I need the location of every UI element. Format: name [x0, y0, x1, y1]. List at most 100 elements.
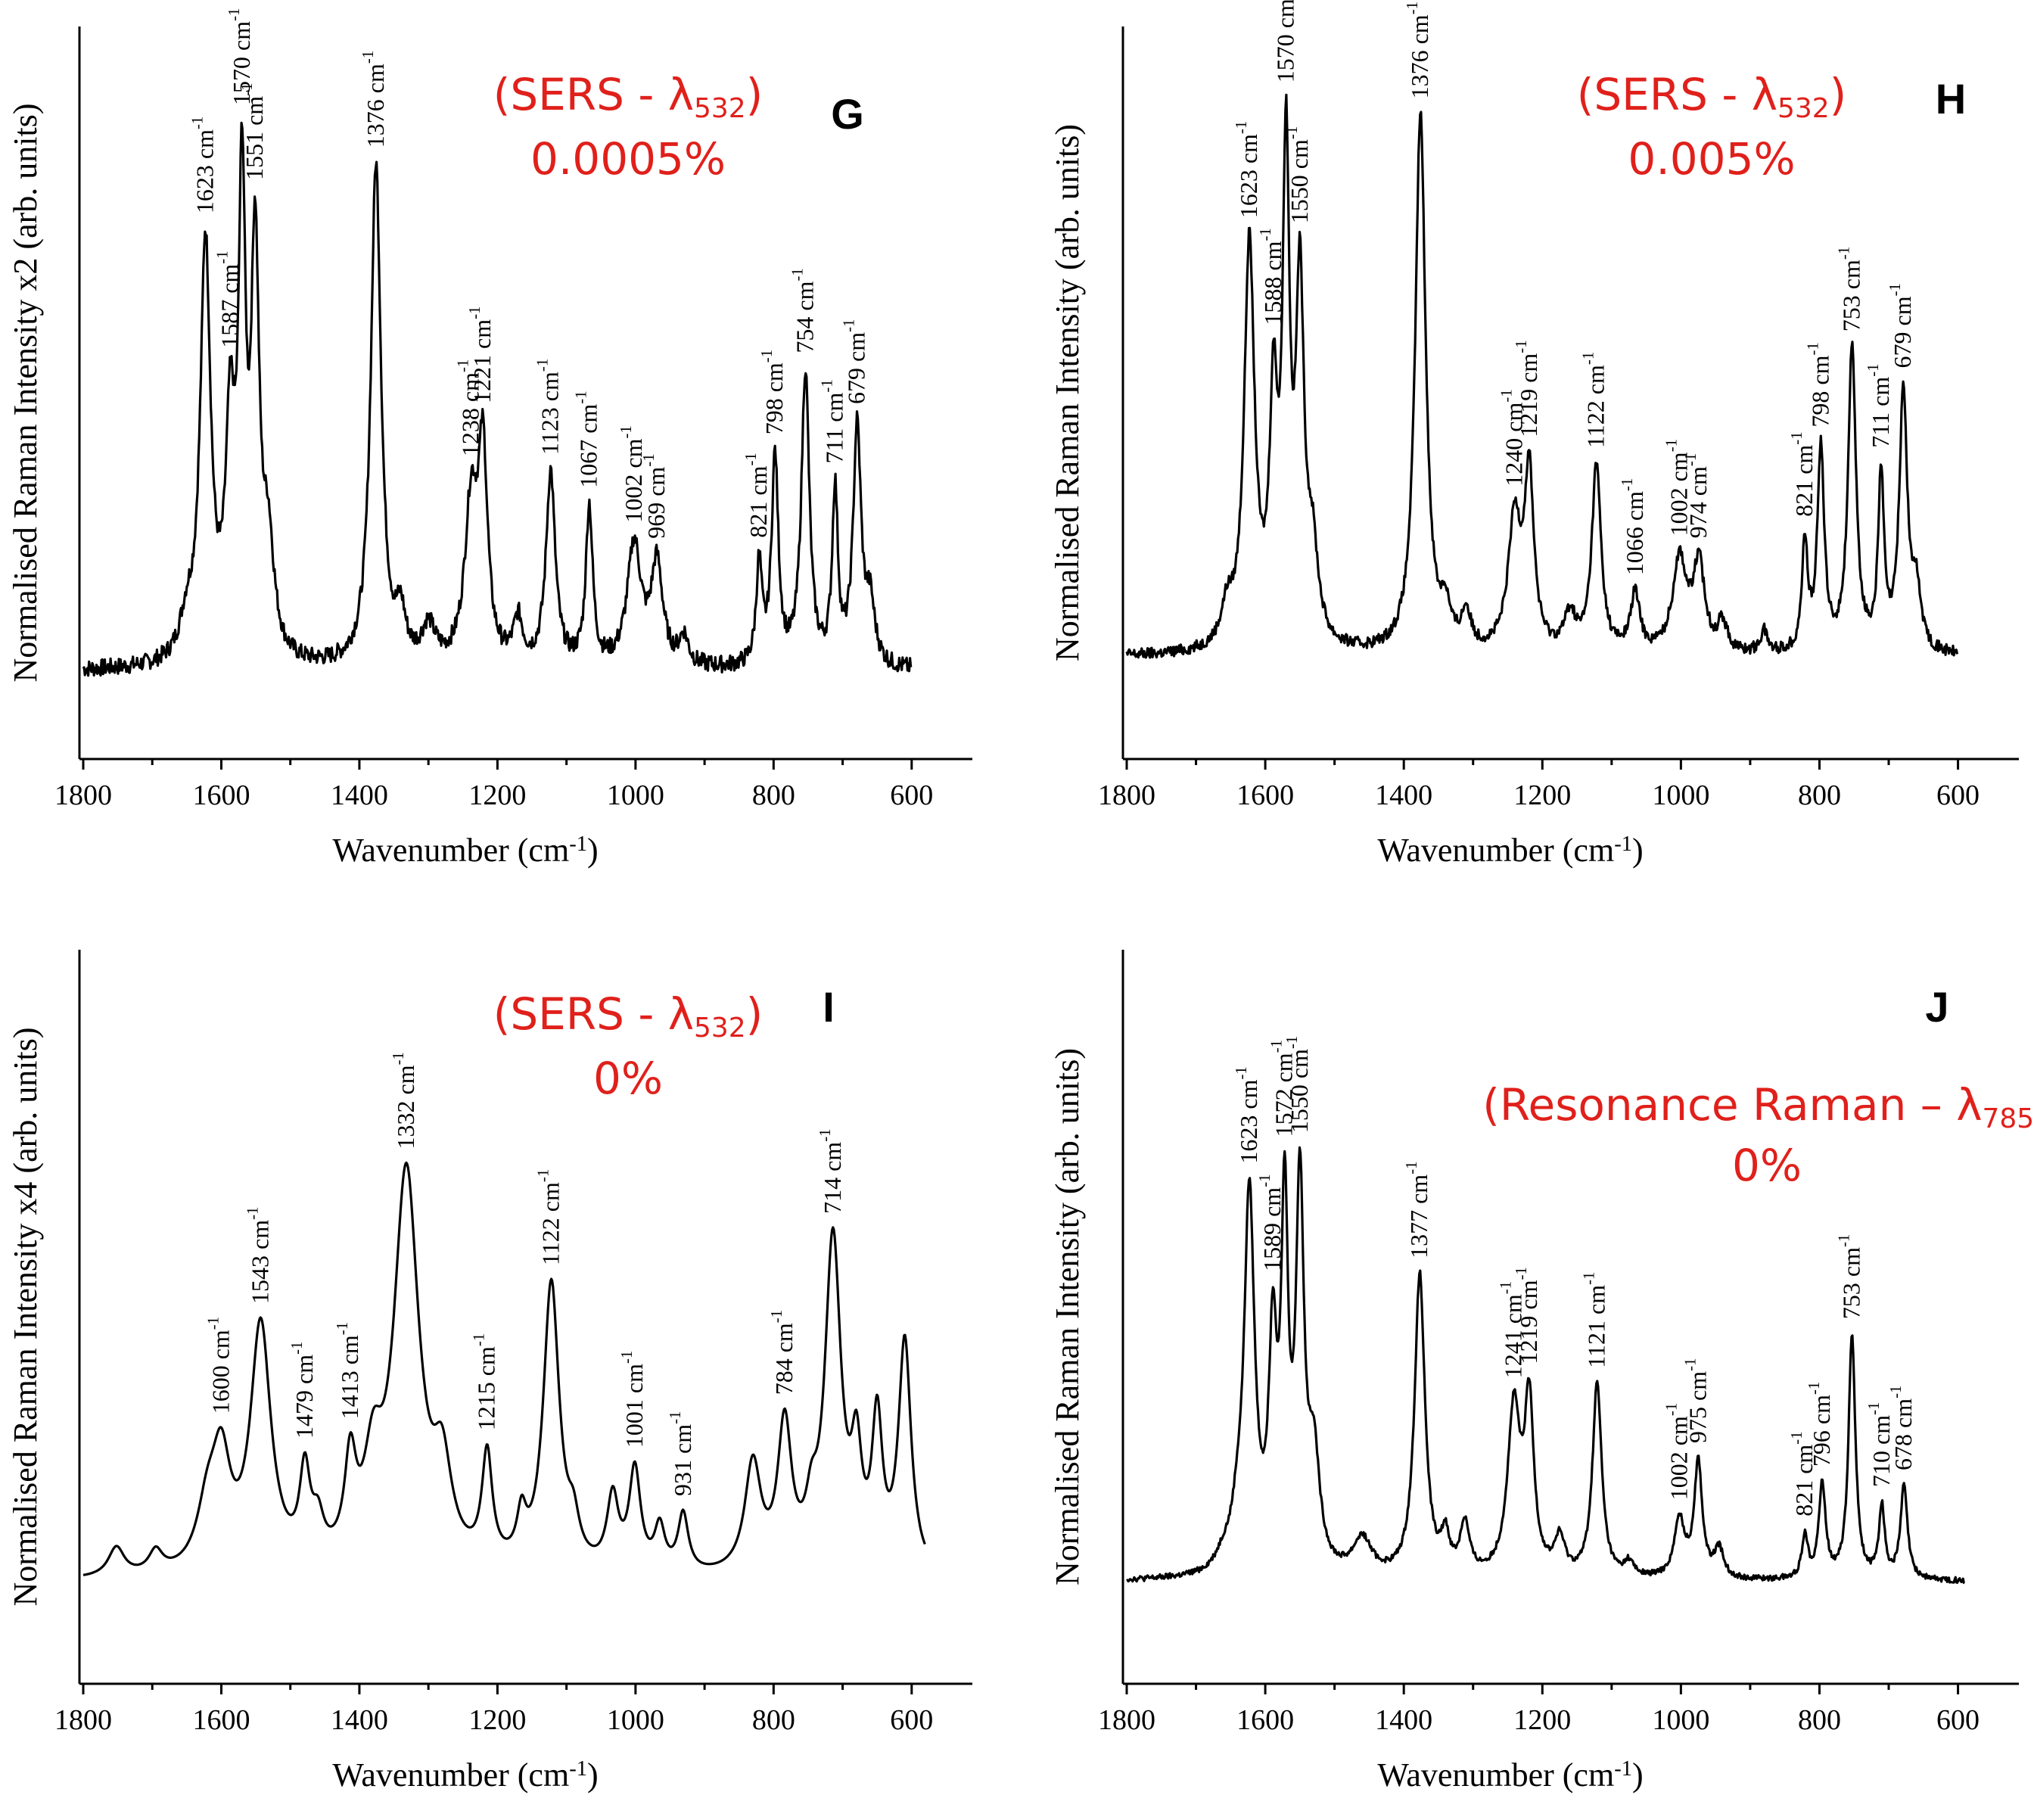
- x-tick-label: 800: [752, 1704, 795, 1736]
- peak-label: 798 cm-1: [1804, 342, 1833, 427]
- x-tick-label: 1400: [331, 779, 388, 811]
- peak-label: 821 cm-1: [742, 453, 772, 537]
- x-tick-label: 800: [752, 779, 795, 811]
- peak-label: 1570 cm-1: [1270, 0, 1299, 82]
- peak-label: 753 cm-1: [1836, 1234, 1865, 1319]
- peak-label: 1376 cm-1: [1404, 2, 1433, 98]
- x-axis-title: Wavenumber (cm-1): [332, 832, 598, 869]
- peak-label: 1123 cm-1: [534, 359, 564, 455]
- peak-label: 1572 cm-1: [1268, 1040, 1298, 1137]
- peak-label: 974 cm-1: [1682, 453, 1712, 538]
- peak-label: 1121 cm-1: [1581, 1272, 1610, 1368]
- x-tick-label: 1600: [192, 1704, 250, 1736]
- x-tick-label: 1200: [1513, 1704, 1571, 1736]
- y-axis-title: Normalised Raman Intensity (arb. units): [1049, 124, 1086, 661]
- concentration-label: 0%: [593, 1053, 663, 1104]
- peak-label: 1066 cm-1: [1619, 478, 1648, 575]
- x-tick-label: 600: [1936, 779, 1980, 811]
- peak-label: 1219 cm-1: [1513, 1267, 1542, 1364]
- spectrum-line: [1125, 93, 1959, 659]
- peak-label: 1219 cm-1: [1513, 340, 1542, 437]
- x-tick-label: 1800: [1098, 1704, 1155, 1736]
- x-tick-label: 1800: [54, 1704, 112, 1736]
- peak-label: 969 cm-1: [640, 453, 670, 538]
- peak-label: 821 cm-1: [1788, 1431, 1818, 1516]
- peak-label: 1550 cm-1: [1283, 1036, 1313, 1133]
- panel-letter: J: [1925, 983, 1948, 1031]
- peak-label: 678 cm-1: [1887, 1386, 1917, 1470]
- peak-label: 1479 cm-1: [288, 1342, 318, 1439]
- x-tick-label: 1800: [1098, 779, 1155, 811]
- x-tick-label: 1400: [1375, 779, 1432, 811]
- x-tick-label: 1400: [1375, 1704, 1432, 1736]
- peak-label: 1002 cm-1: [617, 425, 647, 522]
- peak-label: 679 cm-1: [841, 319, 870, 404]
- peak-label: 1122 cm-1: [1580, 352, 1609, 448]
- panel-letter: H: [1936, 75, 1966, 123]
- condition-label: (SERS - λ532): [493, 69, 764, 124]
- peak-label: 1623 cm-1: [1233, 121, 1262, 218]
- peak-label: 1002 cm-1: [1663, 1403, 1693, 1500]
- x-tick-label: 1800: [54, 779, 112, 811]
- panel-letter: G: [831, 90, 864, 138]
- peak-label: 975 cm-1: [1681, 1358, 1711, 1443]
- spectrum-line: [82, 121, 913, 677]
- peak-label: 1376 cm-1: [359, 51, 389, 148]
- peak-label: 1623 cm-1: [189, 117, 219, 213]
- spectrum-line: [82, 1161, 926, 1576]
- peak-label: 1543 cm-1: [244, 1207, 274, 1304]
- x-tick-label: 600: [890, 779, 933, 811]
- peak-label: 1623 cm-1: [1233, 1066, 1262, 1163]
- x-tick-label: 1400: [331, 1704, 388, 1736]
- x-tick-label: 1000: [1652, 1704, 1709, 1736]
- peak-label: 711 cm-1: [1864, 363, 1894, 447]
- y-axis-title: Normalised Raman Intensity x4 (arb. unit…: [7, 1028, 44, 1607]
- concentration-label: 0.005%: [1628, 133, 1795, 185]
- peak-label: 798 cm-1: [758, 350, 788, 434]
- concentration-label: 0%: [1732, 1140, 1802, 1191]
- x-tick-label: 1600: [1236, 779, 1294, 811]
- peak-label: 1215 cm-1: [471, 1333, 500, 1430]
- x-tick-label: 800: [1798, 779, 1841, 811]
- x-tick-label: 800: [1798, 1704, 1841, 1736]
- peak-label: 1413 cm-1: [334, 1322, 363, 1419]
- x-tick-label: 600: [890, 1704, 933, 1736]
- peak-label: 1001 cm-1: [618, 1351, 648, 1448]
- peak-label: 714 cm-1: [816, 1128, 846, 1213]
- peak-label: 1241 cm-1: [1498, 1281, 1527, 1378]
- spectrum-line: [1126, 1146, 1965, 1585]
- x-tick-label: 1200: [468, 1704, 526, 1736]
- peak-label: 1238 cm-1: [455, 359, 484, 456]
- peak-label: 1067 cm-1: [573, 390, 602, 487]
- peak-label: 1551 cm-1: [238, 82, 268, 179]
- x-axis-title: Wavenumber (cm-1): [1377, 832, 1643, 869]
- peak-label: 754 cm-1: [788, 268, 818, 353]
- peak-label: 679 cm-1: [1886, 283, 1916, 368]
- peak-label: 711 cm-1: [819, 379, 848, 463]
- peak-label: 1221 cm-1: [466, 306, 496, 403]
- condition-label: (SERS - λ532): [1577, 69, 1847, 124]
- panel-letter: I: [823, 983, 835, 1031]
- peak-label: 1122 cm-1: [535, 1169, 564, 1265]
- x-tick-label: 1000: [1652, 779, 1709, 811]
- peak-label: 1002 cm-1: [1663, 439, 1693, 536]
- peak-label: 1588 cm-1: [1257, 228, 1286, 325]
- condition-label: (SERS - λ532): [493, 988, 764, 1044]
- x-tick-label: 1000: [607, 779, 664, 811]
- x-tick-label: 1600: [192, 779, 250, 811]
- peak-label: 1587 cm-1: [213, 250, 243, 347]
- y-axis-title: Normalised Raman Intensity x2 (arb. unit…: [7, 104, 44, 683]
- peak-label: 931 cm-1: [667, 1411, 696, 1496]
- peak-label: 1570 cm-1: [225, 8, 255, 105]
- peak-label: 1589 cm-1: [1256, 1174, 1286, 1271]
- x-tick-label: 1600: [1236, 1704, 1294, 1736]
- chart-panel-i: 1800 1600 1400 1200 1000 800 600 Wavenumber (cm…: [7, 950, 972, 1794]
- x-tick-label: 1200: [1513, 779, 1571, 811]
- y-axis-title: Normalised Raman Intensity (arb. units): [1049, 1048, 1086, 1585]
- chart-panel-j: 1800 1600 1400 1200 1000 800 600 Wavenumber (cm…: [1049, 950, 2034, 1794]
- concentration-label: 0.0005%: [530, 133, 726, 185]
- peak-label: 1600 cm-1: [205, 1317, 235, 1414]
- peak-label: 1332 cm-1: [390, 1052, 419, 1149]
- condition-label: (Resonance Raman – λ785): [1482, 1079, 2034, 1134]
